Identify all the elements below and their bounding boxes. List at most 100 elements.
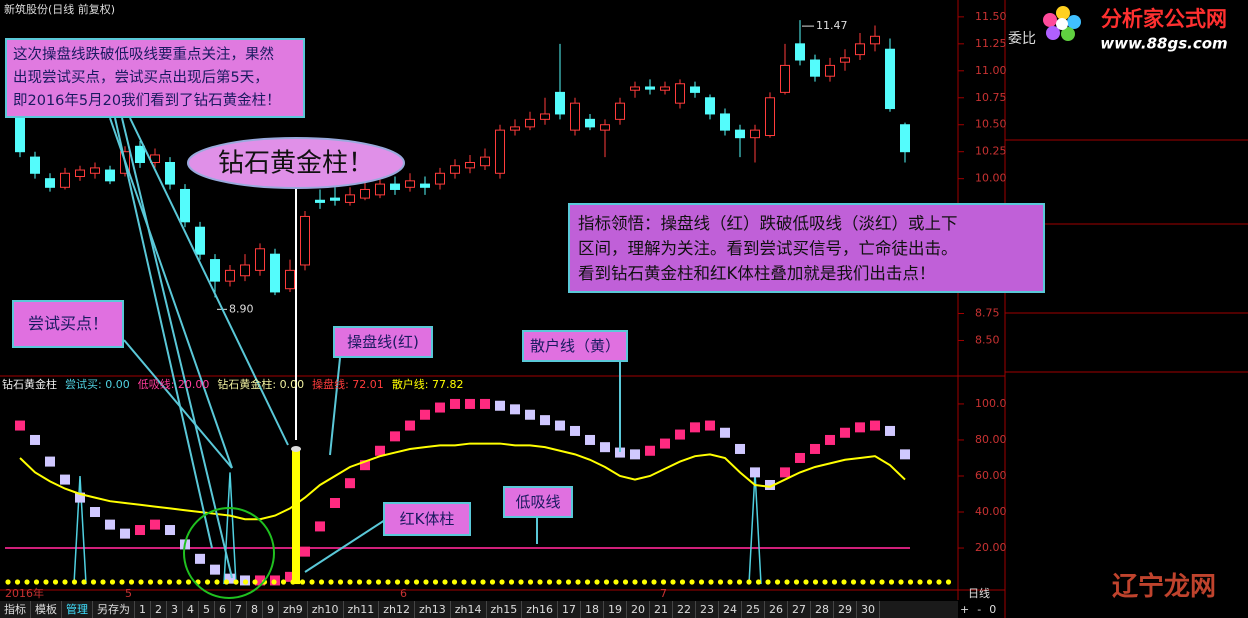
baseline-dot	[755, 579, 762, 585]
tab[interactable]: 6	[215, 601, 231, 618]
baseline-dot	[812, 579, 819, 585]
operate-block	[870, 420, 880, 431]
tab[interactable]: zh12	[379, 601, 415, 618]
operate-block	[555, 420, 565, 431]
tab-control[interactable]: 0	[989, 603, 997, 616]
baseline-dot	[442, 579, 448, 585]
label-box: 散户线（黄）	[522, 330, 628, 362]
operate-block	[735, 443, 745, 454]
operate-block	[390, 431, 400, 442]
candle-body	[750, 129, 760, 139]
tab-control[interactable]: +	[960, 603, 970, 616]
gold-bar-cap	[291, 445, 301, 452]
note-box: 这次操盘线跌破低吸线要重点关注，果然 出现尝试买点，尝试买点出现后第5天， 即2…	[5, 38, 305, 118]
baseline-dot	[252, 579, 258, 585]
operate-block	[150, 519, 160, 530]
high-label: 11.47	[816, 19, 848, 32]
tab[interactable]: 指标	[0, 601, 31, 618]
baseline-dot	[822, 579, 828, 585]
tab[interactable]: 26	[765, 601, 788, 618]
baseline-dot	[584, 579, 591, 585]
baseline-dot	[727, 579, 733, 585]
tab[interactable]: 21	[650, 601, 673, 618]
tab[interactable]: zh15	[487, 601, 523, 618]
operate-block	[630, 449, 640, 460]
tab[interactable]: 管理	[62, 601, 93, 618]
tab[interactable]: 25	[742, 601, 765, 618]
operate-block	[105, 519, 115, 530]
baseline-dot	[907, 579, 914, 585]
candle-body	[585, 118, 595, 128]
tab[interactable]: zh11	[344, 601, 380, 618]
tab[interactable]: 28	[811, 601, 834, 618]
tab[interactable]: zh9	[279, 601, 308, 618]
tab[interactable]: 24	[719, 601, 742, 618]
baseline-dot	[546, 579, 553, 585]
tab[interactable]: 1	[135, 601, 151, 618]
tab-control[interactable]: -	[977, 603, 982, 616]
operate-block	[855, 422, 865, 433]
baseline-dot	[537, 579, 543, 585]
trial-buy-spike	[73, 475, 87, 585]
tab[interactable]: 20	[627, 601, 650, 618]
operate-block	[450, 398, 460, 409]
candle-body	[210, 259, 220, 282]
tab[interactable]: 17	[558, 601, 581, 618]
operate-block	[345, 478, 355, 489]
baseline-dot	[33, 579, 40, 585]
tab[interactable]: 30	[857, 601, 880, 618]
low-label: 8.90	[229, 302, 254, 315]
petal	[1043, 13, 1057, 27]
y-tick-label: 8.75	[975, 307, 1000, 320]
operate-block	[300, 546, 310, 557]
candle-body	[30, 156, 40, 174]
tab[interactable]: 另存为	[93, 601, 135, 618]
baseline-dot	[337, 579, 344, 585]
candle-body	[810, 59, 820, 77]
gold-bar	[292, 448, 300, 585]
baseline-dot	[708, 579, 714, 585]
tab[interactable]: 9	[263, 601, 279, 618]
candle-body	[345, 194, 355, 203]
tab[interactable]: 23	[696, 601, 719, 618]
connector	[121, 117, 233, 579]
tab[interactable]: 模板	[31, 601, 62, 618]
baseline-dot	[679, 579, 686, 585]
tab[interactable]: zh10	[308, 601, 344, 618]
baseline-dot	[736, 579, 743, 585]
label-box: 低吸线	[503, 486, 573, 518]
tab[interactable]: 2	[151, 601, 167, 618]
baseline-dot	[432, 579, 439, 585]
tab[interactable]: 27	[788, 601, 811, 618]
candle-body	[630, 86, 640, 91]
tab[interactable]: 8	[247, 601, 263, 618]
gold-title: 钻石黄金柱！	[218, 149, 374, 179]
tab[interactable]: 22	[673, 601, 696, 618]
note-line: 指标领悟：操盘线（红）跌破低吸线（淡红）或上下	[578, 214, 958, 233]
annotation-connectors	[109, 117, 621, 579]
note-line: 即2016年5月20我们看到了钻石黄金柱！	[13, 93, 281, 109]
note-line: 看到钻石黄金柱和红K体柱叠加就是我们出击点！	[578, 264, 936, 283]
operate-block	[375, 445, 385, 456]
baseline-dot	[71, 579, 78, 585]
baseline-dot	[119, 579, 125, 585]
baseline-dot	[309, 579, 315, 585]
tab[interactable]: zh16	[522, 601, 558, 618]
tab[interactable]: 18	[581, 601, 604, 618]
tab[interactable]: zh13	[415, 601, 451, 618]
tab[interactable]: 5	[199, 601, 215, 618]
baseline-dot	[280, 579, 287, 585]
tab[interactable]: 19	[604, 601, 627, 618]
baseline-dot	[556, 579, 562, 585]
operate-block	[315, 521, 325, 532]
tab[interactable]: zh14	[451, 601, 487, 618]
baseline-dot	[603, 579, 610, 585]
tab[interactable]: 29	[834, 601, 857, 618]
tab[interactable]: 4	[183, 601, 199, 618]
tab[interactable]: 7	[231, 601, 247, 618]
baseline-dot	[527, 579, 534, 585]
baseline-dot	[394, 579, 401, 585]
trial-buy-spike	[223, 472, 237, 585]
baseline-dot	[746, 579, 752, 585]
tab[interactable]: 3	[167, 601, 183, 618]
